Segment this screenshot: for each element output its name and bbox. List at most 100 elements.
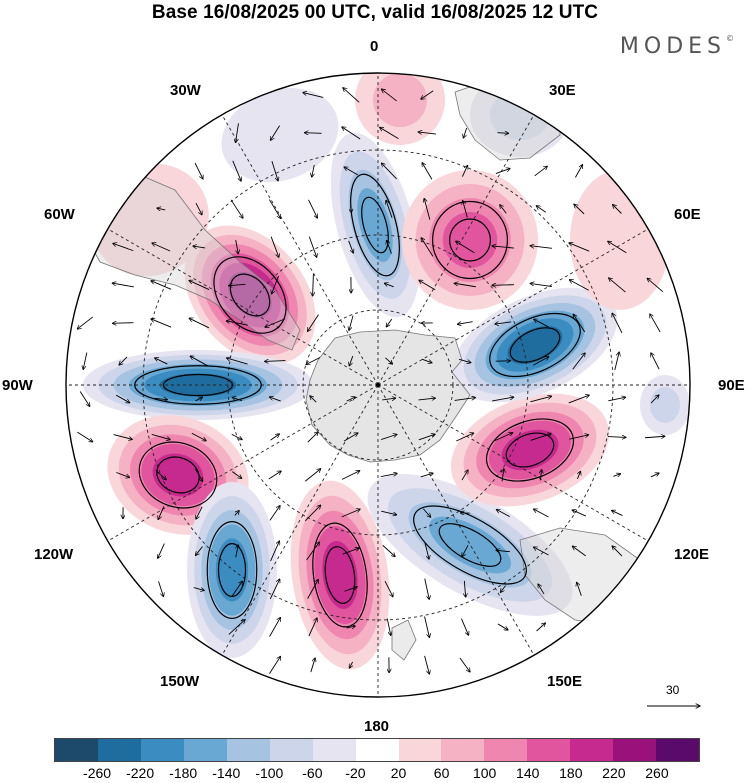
- wind-arrow: [651, 353, 660, 370]
- wind-arrow: [308, 199, 318, 218]
- wind-arrow: [608, 397, 625, 402]
- lon-label-60w: 60W: [44, 206, 75, 223]
- map-border: [65, 72, 691, 698]
- wind-arrow: [613, 474, 620, 477]
- wind-arrow: [313, 273, 314, 296]
- meridian-line: [217, 107, 379, 386]
- wind-arrow: [422, 163, 433, 180]
- wind-arrow: [112, 283, 134, 288]
- lon-label-120w: 120W: [34, 546, 74, 563]
- wind-arrow: [342, 548, 359, 555]
- colorbar-swatch: [355, 739, 399, 761]
- wind-arrow: [232, 160, 241, 181]
- colorbar-swatch: [656, 739, 700, 761]
- contour-line: [485, 418, 575, 482]
- wind-arrow: [310, 658, 315, 673]
- colorbar-tick-label: -260: [83, 765, 112, 781]
- wind-arrow: [268, 199, 280, 219]
- meridian-line: [377, 224, 656, 386]
- lon-label-120e: 120E: [674, 546, 710, 563]
- wind-arrow: [459, 657, 470, 672]
- wind-arrow: [530, 396, 551, 403]
- wind-vectors: [77, 88, 665, 674]
- wind-arrow: [346, 626, 356, 628]
- wind-arrow: [382, 398, 395, 400]
- wind-arrow: [234, 511, 240, 516]
- colorbar-swatch: [613, 739, 657, 761]
- wind-arrow: [308, 236, 316, 258]
- wind-arrow: [271, 160, 278, 181]
- wind-arrow: [421, 238, 434, 257]
- wind-arrow: [382, 545, 395, 556]
- wind-arrow: [612, 510, 623, 516]
- wind-arrow: [608, 241, 627, 254]
- wind-arrow: [456, 433, 473, 442]
- colorbar-swatch: [140, 739, 184, 761]
- colorbar-swatch: [226, 739, 270, 761]
- new-zealand-landmass: [391, 619, 417, 661]
- wind-arrow: [342, 127, 361, 140]
- wind-arrow: [157, 208, 166, 210]
- wind-arrow: [155, 469, 167, 479]
- anomaly-band: [507, 325, 563, 365]
- wind-arrow: [269, 656, 280, 674]
- colorbar-swatch: [312, 739, 356, 761]
- wind-arrow: [569, 243, 590, 252]
- wind-arrow: [230, 199, 243, 218]
- map-title: Base 16/08/2025 00 UTC, valid 16/08/2025…: [151, 2, 599, 23]
- colorbar-swatch: [398, 739, 442, 761]
- wind-arrow: [381, 163, 397, 180]
- wind-arrow: [613, 204, 622, 214]
- wind-arrow: [609, 278, 626, 293]
- wind-arrow: [532, 357, 549, 366]
- contour-line: [324, 546, 356, 604]
- colorbar-swatch: [527, 739, 571, 761]
- wind-arrow: [195, 202, 202, 215]
- colorbar-tick-label: 100: [472, 765, 497, 781]
- wind-arrow: [464, 580, 465, 597]
- wind-arrow: [304, 505, 320, 522]
- colorbar-ticks: -260 -220 -180 -140 -100 -60 -20 20 60 100 140 180 2…: [54, 765, 700, 783]
- wind-arrow: [493, 433, 513, 442]
- wind-arrow: [236, 123, 239, 142]
- wind-arrow: [645, 436, 665, 438]
- colorbar-swatch: [97, 739, 141, 761]
- lon-label-30e: 30E: [549, 82, 576, 99]
- wind-arrow: [189, 318, 210, 329]
- wind-arrow: [79, 391, 90, 407]
- wind-arrow: [530, 434, 552, 441]
- wind-arrow: [265, 361, 286, 362]
- colorbar-tick-label: 140: [516, 765, 540, 781]
- wind-arrow: [534, 319, 549, 328]
- wind-arrow: [418, 132, 436, 134]
- wind-arrow: [226, 358, 248, 365]
- wind-arrow: [500, 205, 507, 214]
- lon-label-150w: 150W: [160, 673, 200, 690]
- wind-arrow: [271, 275, 279, 294]
- contour-line: [206, 520, 258, 619]
- wind-arrow: [193, 246, 206, 248]
- wind-arrow: [307, 314, 319, 332]
- contour-line: [432, 200, 509, 280]
- wind-arrow: [235, 240, 239, 254]
- wind-arrow: [458, 358, 471, 362]
- colorbar-tick-label: 20: [390, 765, 407, 781]
- wind-arrow: [196, 506, 203, 519]
- contour-line: [361, 196, 389, 254]
- contour-line: [413, 505, 527, 585]
- south-pole-marker: [375, 382, 381, 388]
- anomaly-band: [357, 188, 393, 262]
- colorbar-tick-label: -180: [169, 765, 198, 781]
- wind-arrow: [572, 546, 586, 557]
- wind-arrow: [454, 283, 476, 288]
- wind-arrow: [533, 509, 549, 518]
- wind-arrow: [151, 319, 172, 328]
- wind-arrow: [189, 280, 210, 290]
- contour-line: [217, 542, 247, 597]
- wind-arrow: [421, 90, 434, 99]
- wind-arrow: [346, 397, 356, 402]
- lon-label-90w: 90W: [2, 377, 33, 394]
- colorbar: [54, 738, 700, 762]
- wind-arrow: [303, 93, 324, 98]
- wind-arrow: [349, 315, 354, 331]
